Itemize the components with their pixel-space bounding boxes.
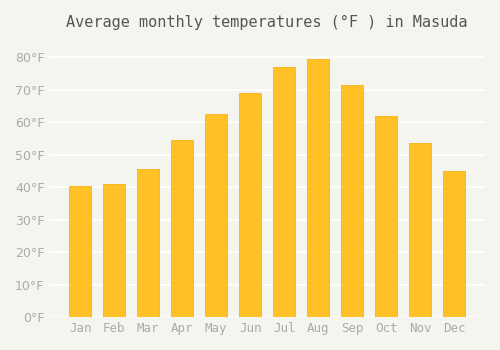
Bar — [239, 93, 261, 317]
Bar — [341, 85, 363, 317]
Bar — [307, 59, 329, 317]
Bar — [375, 116, 397, 317]
Bar — [443, 171, 465, 317]
Bar — [137, 169, 159, 317]
Bar — [171, 140, 193, 317]
Bar — [205, 114, 227, 317]
Bar — [69, 186, 92, 317]
Bar — [103, 184, 126, 317]
Title: Average monthly temperatures (°F ) in Masuda: Average monthly temperatures (°F ) in Ma… — [66, 15, 468, 30]
Bar — [273, 67, 295, 317]
Bar — [409, 143, 431, 317]
